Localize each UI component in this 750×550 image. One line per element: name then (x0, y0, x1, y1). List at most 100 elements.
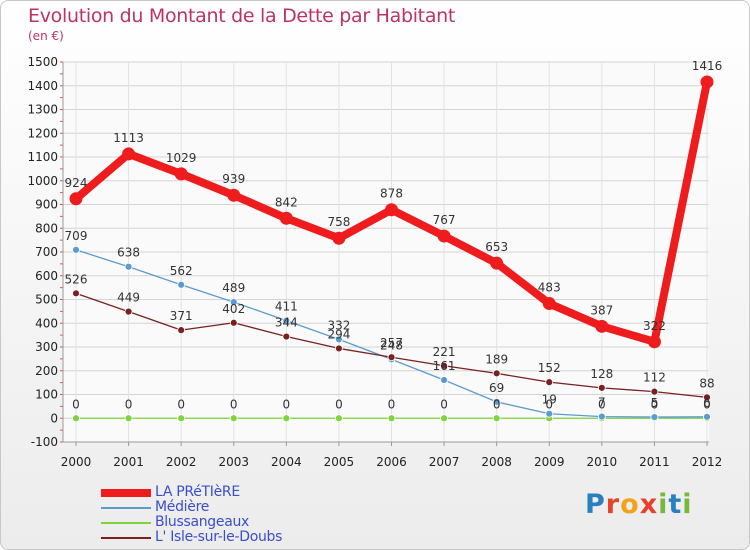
data-label: 322 (643, 319, 666, 333)
legend-swatch (101, 537, 151, 539)
y-tick-label: 600 (35, 269, 58, 283)
y-tick-label: 400 (35, 316, 58, 330)
data-point (595, 319, 609, 333)
data-point (650, 387, 659, 396)
y-tick-label: 900 (35, 198, 58, 212)
data-point (437, 229, 451, 243)
data-label: 526 (65, 272, 88, 286)
data-label: 842 (275, 195, 298, 209)
x-tick-label: 2012 (692, 455, 723, 469)
data-labels: 924 1113 1029 939 842 758 878 767 653 483 387 322 14… (65, 59, 723, 411)
data-point (335, 414, 343, 423)
x-tick-label: 2002 (166, 455, 197, 469)
data-point (229, 414, 238, 423)
data-point (282, 332, 291, 341)
y-tick-label: 1000 (27, 174, 58, 188)
data-point (69, 192, 83, 206)
data-label: 1029 (166, 151, 197, 165)
data-label: 562 (170, 264, 193, 278)
y-tick-label: 800 (35, 221, 58, 235)
data-label: 767 (433, 213, 456, 227)
data-label: 0 (493, 397, 501, 411)
data-label: 653 (485, 240, 508, 254)
data-label: 0 (598, 397, 606, 411)
data-label: 0 (388, 397, 396, 411)
y-tick-label: 1100 (27, 150, 58, 164)
data-label: 6 (703, 396, 711, 410)
data-label: 449 (117, 291, 140, 305)
data-label: 248 (380, 338, 403, 352)
data-label: 5 (651, 396, 659, 410)
data-point (335, 335, 343, 344)
logo-letter: x (639, 489, 659, 520)
data-point (335, 344, 343, 353)
y-tick-label: 500 (35, 293, 58, 307)
data-label: 19 (542, 393, 557, 407)
data-label: 0 (335, 397, 343, 411)
data-point (122, 147, 136, 161)
data-label: 0 (440, 397, 448, 411)
data-point (124, 414, 133, 423)
data-point (492, 414, 501, 423)
data-label: 411 (275, 300, 298, 314)
legend-label: L' Isle-sur-le-Doubs (155, 529, 283, 545)
data-label: 128 (590, 367, 613, 381)
legend-swatch (101, 522, 151, 524)
logo-letter: o (620, 489, 640, 520)
logo-letter: i (682, 489, 693, 520)
logo-letter: r (605, 489, 621, 520)
data-label: 0 (230, 397, 238, 411)
data-point (703, 393, 711, 402)
data-label: 0 (283, 397, 291, 411)
data-point (229, 318, 238, 327)
data-point (282, 316, 291, 325)
x-tick-label: 2004 (271, 455, 302, 469)
data-point (72, 414, 80, 423)
data-label: 483 (538, 281, 561, 295)
data-point (387, 414, 396, 423)
y-tick-label: 1500 (27, 55, 58, 69)
data-point (177, 326, 186, 335)
data-point (124, 307, 133, 316)
data-label: 0 (125, 397, 133, 411)
data-label: 189 (485, 352, 508, 366)
data-point (545, 378, 554, 387)
data-label: 112 (643, 371, 666, 385)
proxiti-logo: Proxiti (585, 489, 693, 520)
data-point (542, 297, 556, 311)
data-point (597, 412, 606, 421)
legend-label: Médière (155, 499, 210, 515)
data-label: 878 (380, 187, 403, 201)
data-label: 0 (651, 397, 659, 411)
legend-label: Blussangeaux (155, 514, 250, 530)
series-lines (69, 75, 714, 423)
data-label: 344 (275, 316, 298, 330)
data-label: 7 (598, 396, 606, 410)
data-label: 939 (222, 172, 245, 186)
y-tick-label: 100 (35, 388, 58, 402)
data-point (545, 409, 554, 418)
y-tick-label: -100 (31, 435, 58, 449)
legend-swatch (101, 489, 151, 497)
x-tick-label: 2010 (587, 455, 618, 469)
data-point (385, 203, 398, 217)
data-label: 924 (65, 176, 88, 190)
x-tick-label: 2000 (61, 455, 92, 469)
data-label: 257 (380, 336, 403, 350)
data-label: 371 (170, 309, 193, 323)
x-tick-label: 2009 (534, 455, 565, 469)
data-label: 332 (327, 318, 350, 332)
x-tick-label: 2003 (218, 455, 249, 469)
data-label: 69 (489, 381, 504, 395)
data-label: 489 (222, 281, 245, 295)
x-tick-label: 2001 (113, 455, 144, 469)
data-point (597, 383, 606, 392)
data-point (72, 245, 80, 254)
data-label: 1113 (113, 131, 144, 145)
data-point (72, 289, 80, 298)
chart-title: Evolution du Montant de la Dette par Hab… (28, 5, 456, 27)
logo-letter: t (668, 489, 683, 520)
data-point (229, 298, 238, 307)
